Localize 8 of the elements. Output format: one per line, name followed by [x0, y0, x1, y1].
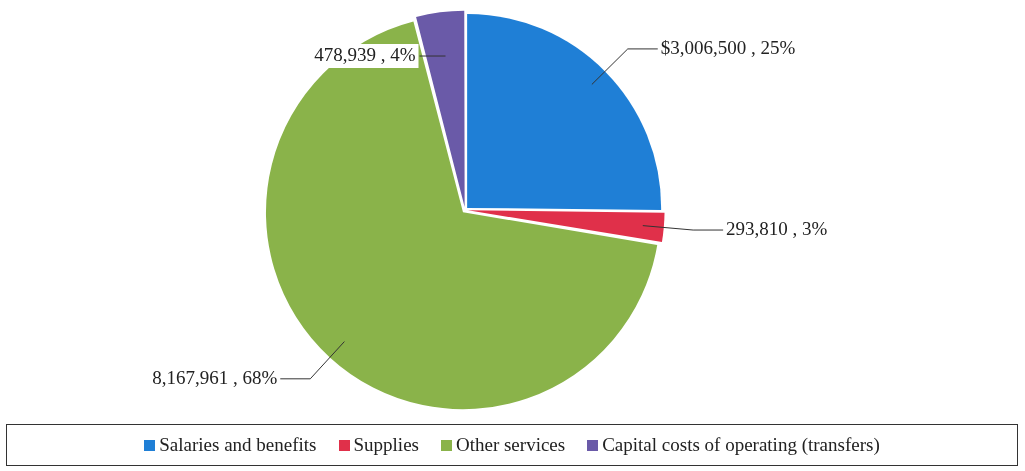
legend-label: Capital costs of operating (transfers) — [602, 434, 880, 456]
data-label: 8,167,961 , 68% — [152, 366, 278, 388]
data-label: $3,006,500 , 25% — [660, 36, 796, 58]
data-label: 478,939 , 4% — [314, 44, 416, 66]
legend-label: Salaries and benefits — [159, 434, 317, 456]
legend-label: Supplies — [353, 434, 419, 456]
data-label: 293,810 , 3% — [726, 218, 828, 240]
legend-label: Other services — [455, 434, 566, 456]
